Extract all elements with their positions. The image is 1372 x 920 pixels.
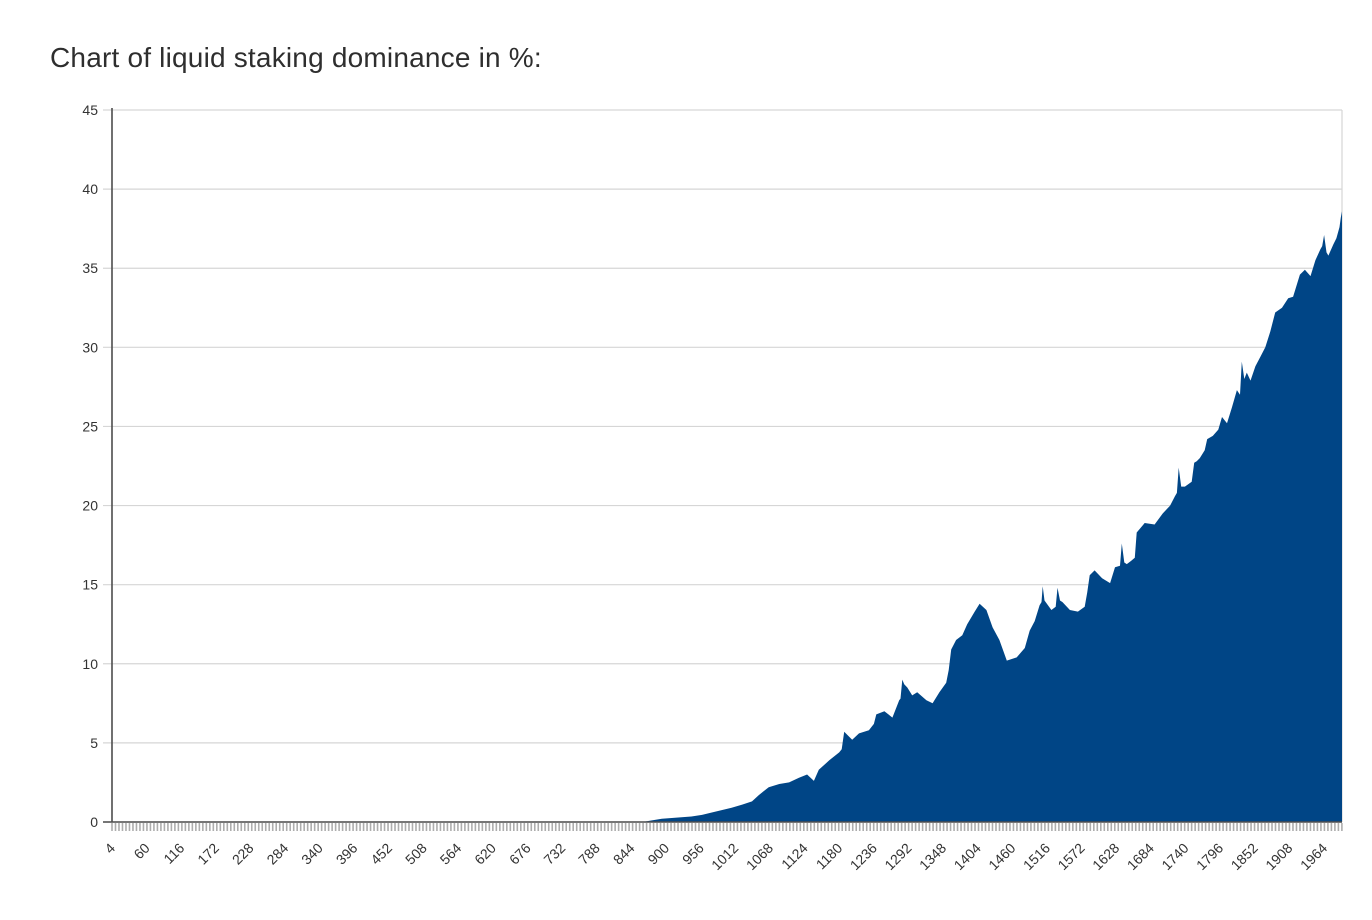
svg-text:4: 4 [101,840,118,857]
svg-text:956: 956 [679,840,707,868]
svg-text:732: 732 [540,840,568,868]
svg-text:1460: 1460 [985,840,1018,873]
svg-text:620: 620 [471,840,499,868]
svg-text:1516: 1516 [1020,840,1053,873]
svg-text:172: 172 [194,840,222,868]
svg-text:1740: 1740 [1158,840,1191,873]
svg-text:20: 20 [82,498,98,514]
svg-text:396: 396 [333,840,361,868]
svg-text:676: 676 [506,840,534,868]
svg-text:452: 452 [367,840,395,868]
svg-text:1628: 1628 [1089,840,1122,873]
svg-text:15: 15 [82,577,98,593]
svg-text:35: 35 [82,260,98,276]
svg-text:1068: 1068 [743,840,776,873]
svg-text:1908: 1908 [1262,840,1295,873]
svg-text:0: 0 [90,814,98,830]
y-tick-labels: 0 5 10 15 20 25 30 35 40 45 [82,102,98,830]
svg-text:116: 116 [160,840,187,867]
svg-text:5: 5 [90,735,98,751]
area-series [112,211,1342,823]
svg-text:1796: 1796 [1193,840,1226,873]
svg-text:228: 228 [229,840,257,868]
svg-text:1124: 1124 [778,840,811,873]
svg-text:1348: 1348 [916,840,949,873]
svg-text:1404: 1404 [951,840,984,873]
svg-text:1572: 1572 [1054,840,1087,873]
svg-text:45: 45 [82,102,98,118]
svg-text:25: 25 [82,418,98,434]
chart-title: Chart of liquid staking dominance in %: [50,42,542,73]
svg-text:284: 284 [263,840,291,868]
svg-text:10: 10 [82,656,98,672]
y-gridlines [103,109,1342,823]
svg-text:1964: 1964 [1297,840,1330,873]
svg-text:1012: 1012 [708,840,741,873]
svg-text:1236: 1236 [847,840,880,873]
svg-text:340: 340 [298,840,326,868]
svg-text:40: 40 [82,181,98,197]
axes [103,108,1342,823]
x-tick-labels: 4 60 116 172 228 284 340 396 452 508 564 620 676 732 7… [101,840,1330,873]
svg-text:60: 60 [130,840,152,862]
minor-tick-comb [111,823,1343,831]
svg-text:1180: 1180 [813,840,846,873]
svg-text:564: 564 [437,840,465,868]
svg-text:844: 844 [610,840,638,868]
svg-text:1684: 1684 [1124,840,1157,873]
svg-text:788: 788 [575,840,603,868]
svg-text:900: 900 [644,840,672,868]
svg-text:30: 30 [82,339,98,355]
svg-text:508: 508 [402,840,430,868]
svg-text:1292: 1292 [881,840,914,873]
svg-text:1852: 1852 [1228,840,1261,873]
